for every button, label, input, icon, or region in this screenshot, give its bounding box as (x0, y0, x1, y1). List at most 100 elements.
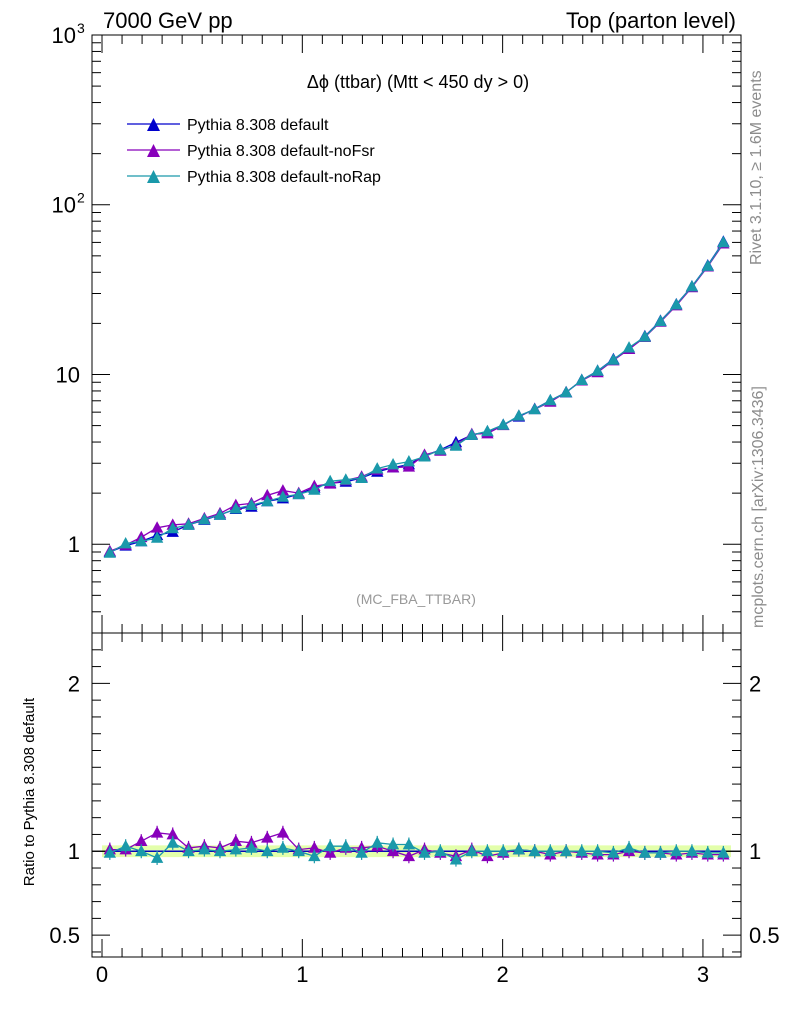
ratio-data-point (465, 844, 478, 857)
data-point (386, 457, 400, 470)
data-point (182, 518, 195, 530)
ratio-data-point (150, 851, 164, 863)
ratio-data-point (119, 839, 132, 852)
main-y-axis-ticks (92, 34, 741, 634)
data-point (261, 488, 274, 501)
data-point (622, 341, 636, 353)
data-point (261, 494, 274, 507)
ratio-data-point (607, 846, 620, 858)
ratio-x-tick-label: 2 (497, 962, 509, 987)
ratio-data-point (198, 843, 211, 855)
legend-label-norap: Pythia 8.308 default-noRap (187, 169, 381, 186)
ratio-y-axis-title: Ratio to Pythia 8.308 default (21, 697, 38, 886)
data-point (213, 508, 227, 520)
data-point (497, 418, 510, 430)
ratio-y-tick-label-right: 0.5 (749, 923, 780, 948)
ratio-data-point (654, 846, 667, 858)
data-point (166, 521, 179, 534)
main-y-tick-label: 10 (56, 362, 80, 387)
mcplots-reference-label: mcplots.cern.ch [arXiv:1306.3436] (750, 386, 767, 628)
legend-marker-nofsr (147, 144, 160, 157)
data-point (544, 393, 557, 406)
ratio-data-point (103, 846, 117, 858)
data-point (717, 235, 730, 248)
main-y-tick-exponent: 2 (77, 190, 85, 206)
data-point (481, 424, 494, 437)
ratio-data-point (261, 831, 274, 843)
data-point (308, 483, 321, 495)
series-pythia-8-308-default-nofsr (103, 237, 730, 557)
ratio-data-point (166, 836, 179, 848)
series-line (109, 243, 724, 552)
ratio-y-tick-label: 1 (68, 839, 80, 864)
series-pythia-8-308-default-norap (103, 235, 730, 558)
ratio-data-point (213, 844, 227, 857)
ratio-data-point (685, 844, 699, 857)
main-series-group (103, 235, 730, 558)
ratio-data-point (261, 844, 274, 857)
main-x-axis-ticks (101, 35, 724, 633)
ratio-data-point (402, 838, 416, 850)
ratio-data-point (276, 841, 290, 853)
ratio-data-point (717, 846, 730, 858)
data-point (591, 364, 604, 376)
series-line (109, 242, 724, 554)
ratio-data-point (591, 844, 604, 857)
data-point (418, 450, 431, 462)
ratio-y-axis-labels: 0.5 0.5 1 1 2 2 (49, 671, 779, 948)
ratio-data-point (481, 844, 494, 857)
ratio-data-point (166, 827, 179, 840)
data-point (245, 498, 258, 510)
rivet-version-label: Rivet 3.1.10, ≥ 1.6M events (748, 70, 765, 265)
ratio-data-point (135, 834, 148, 847)
data-point (135, 534, 148, 547)
ratio-data-point (638, 846, 652, 858)
data-point (323, 474, 337, 487)
data-point (670, 298, 683, 310)
ratio-series-group (103, 825, 730, 867)
main-y-tick-label: 10 (52, 23, 76, 48)
series-line (109, 241, 724, 553)
data-point (103, 546, 117, 558)
legend: Pythia 8.308 default Pythia 8.308 defaul… (127, 117, 381, 186)
ratio-data-point (308, 849, 321, 862)
ratio-y-tick-label-right: 1 (749, 839, 761, 864)
ratio-data-point (339, 839, 352, 852)
data-point (292, 487, 305, 500)
ratio-data-point (182, 844, 195, 857)
data-point (654, 314, 667, 327)
ratio-x-axis-labels: 0 1 2 3 (96, 962, 709, 987)
ratio-data-point (323, 839, 337, 852)
data-point (449, 439, 463, 451)
chart-title: Δϕ (ttbar) (Mtt < 450 dy > 0) (307, 72, 529, 92)
ratio-data-point (528, 844, 541, 857)
ratio-data-point (622, 841, 636, 853)
data-point (198, 512, 211, 525)
ratio-data-point (701, 846, 714, 858)
ratio-series-line (109, 842, 724, 861)
ratio-data-point (418, 846, 431, 858)
main-y-tick-exponent: 3 (77, 20, 85, 36)
data-point (434, 443, 447, 455)
legend-label-nofsr: Pythia 8.308 default-noFsr (187, 143, 375, 160)
ratio-series-pythia-8-308-default-nofsr (103, 825, 730, 864)
ratio-data-point (245, 841, 258, 853)
data-point (371, 462, 384, 474)
main-y-tick-label: 1 (68, 532, 80, 557)
data-point (339, 473, 352, 485)
ratio-data-point (371, 836, 384, 848)
data-point (465, 428, 478, 440)
data-point (685, 279, 699, 292)
ratio-data-point (292, 844, 305, 857)
main-y-tick-label: 10 (52, 193, 76, 218)
series-pythia-8-308-default (103, 235, 730, 557)
ratio-data-point (497, 844, 510, 857)
ratio-data-point (355, 846, 368, 858)
data-point (276, 490, 290, 502)
data-point (638, 330, 652, 342)
ratio-data-point (276, 826, 290, 838)
data-point (402, 455, 416, 467)
